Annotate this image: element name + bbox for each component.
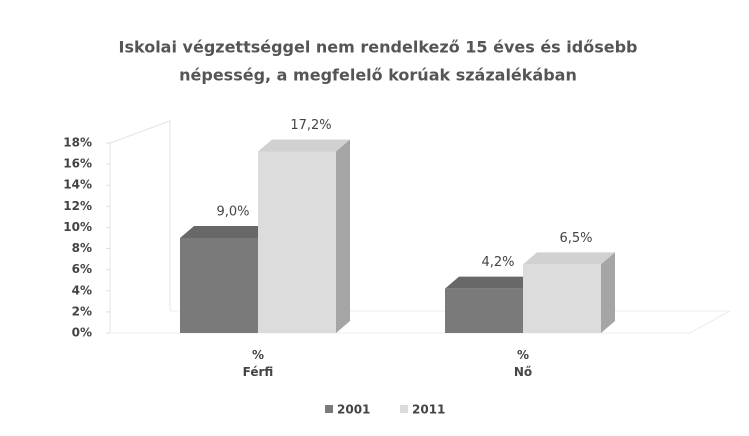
- y-tick-label: 2%: [72, 304, 92, 318]
- bar-front: [258, 151, 336, 333]
- bar-top: [180, 226, 272, 238]
- wall: [109, 120, 171, 333]
- y-tick-label: 10%: [63, 220, 92, 234]
- y-tick-label: 12%: [63, 199, 92, 213]
- y-tick-label: 16%: [63, 157, 92, 171]
- y-tick-label: 0%: [72, 326, 92, 340]
- legend-swatch: [400, 405, 408, 413]
- bar-front: [180, 238, 258, 333]
- y-tick-label: 18%: [63, 136, 92, 150]
- bar-top: [445, 276, 537, 289]
- bar-front: [523, 264, 601, 333]
- y-tick-label: 6%: [72, 262, 92, 276]
- value-label: 17,2%: [290, 118, 331, 133]
- y-tick-label: 8%: [72, 241, 92, 255]
- legend-swatch: [325, 405, 333, 413]
- value-label: 9,0%: [216, 205, 249, 220]
- bar-top: [258, 139, 350, 152]
- chart-title: népesség, a megfelelő korúak százalékába…: [179, 66, 577, 85]
- chart-title: Iskolai végzettséggel nem rendelkező 15 …: [119, 38, 638, 57]
- bar-side: [601, 252, 615, 333]
- y-tick-label: 14%: [63, 178, 92, 192]
- bar-side: [336, 139, 350, 333]
- value-label: 6,5%: [559, 231, 592, 246]
- legend-label: 2001: [337, 403, 370, 417]
- legend-label: 2011: [412, 403, 445, 417]
- x-tick-label: % Férfi: [242, 348, 274, 379]
- y-tick-label: 4%: [72, 283, 92, 297]
- value-label: 4,2%: [481, 255, 514, 270]
- x-tick-label: % Nő: [513, 348, 533, 379]
- bar-front: [445, 288, 523, 333]
- bar-top: [523, 252, 615, 265]
